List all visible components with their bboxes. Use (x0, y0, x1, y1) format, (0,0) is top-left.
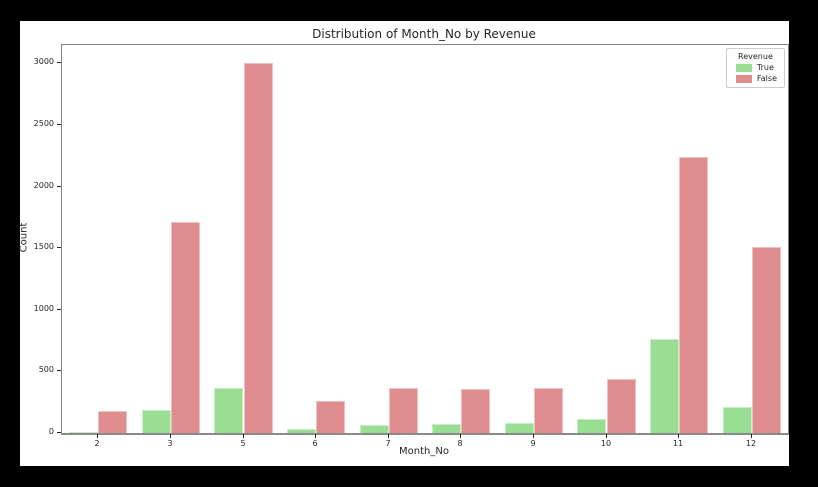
legend-entries: True False (734, 63, 777, 83)
x-tick-label-9: 9 (530, 439, 536, 448)
x-tick-mark-10 (606, 434, 607, 438)
legend: Revenue True False (725, 48, 785, 88)
x-tick-label-3: 3 (167, 439, 173, 448)
bar-month12-true (722, 407, 752, 433)
bar-month6-false (316, 401, 346, 433)
x-tick-mark-9 (533, 434, 534, 438)
x-tick-label-12: 12 (745, 439, 757, 448)
legend-label-false: False (756, 74, 777, 83)
x-tick-mark-8 (460, 434, 461, 438)
chart-title: Distribution of Month_No by Revenue (312, 27, 536, 41)
bar-month9-false (533, 388, 563, 433)
x-tick-label-2: 2 (94, 439, 100, 448)
y-tick-label-500: 500 (38, 365, 54, 374)
x-tick-label-11: 11 (672, 439, 684, 448)
bar-month11-false (679, 157, 709, 433)
bar-month6-true (287, 429, 317, 433)
x-tick-mark-12 (751, 434, 752, 438)
legend-entry-false: False (734, 74, 777, 83)
y-tick-label-1500: 1500 (33, 242, 54, 251)
x-tick-mark-11 (678, 434, 679, 438)
plot-area: Revenue True False (61, 44, 789, 435)
y-tick-mark-2000 (57, 186, 61, 187)
x-tick-mark-7 (388, 434, 389, 438)
y-tick-label-3000: 3000 (33, 57, 54, 66)
legend-entry-true: True (734, 63, 777, 72)
bar-month2-true (69, 432, 99, 433)
legend-title: Revenue (738, 52, 773, 61)
legend-label-true: True (756, 63, 774, 72)
x-tick-mark-6 (315, 434, 316, 438)
legend-swatch-true (735, 63, 752, 72)
y-tick-mark-500 (57, 370, 61, 371)
y-tick-mark-3000 (57, 62, 61, 63)
bar-month3-false (170, 222, 200, 433)
y-tick-mark-2500 (57, 124, 61, 125)
x-axis-label: Month_No (399, 446, 449, 457)
x-tick-mark-2 (97, 434, 98, 438)
x-tick-mark-5 (243, 434, 244, 438)
bar-month5-false (243, 63, 273, 433)
bar-month12-false (751, 247, 781, 433)
bar-month2-false (98, 411, 128, 433)
bar-month7-true (359, 425, 389, 433)
legend-swatch-false (735, 74, 752, 83)
x-tick-label-10: 10 (600, 439, 612, 448)
y-tick-label-0: 0 (48, 427, 54, 436)
bar-month5-true (214, 388, 244, 433)
x-tick-label-5: 5 (240, 439, 246, 448)
bar-month3-true (141, 410, 171, 433)
y-tick-mark-1500 (57, 247, 61, 248)
bar-month8-true (432, 424, 462, 433)
figure: Distribution of Month_No by Revenue Coun… (19, 21, 789, 466)
y-tick-mark-0 (57, 432, 61, 433)
y-tick-mark-1000 (57, 309, 61, 310)
bar-month9-true (504, 423, 534, 433)
bar-month11-true (650, 339, 680, 433)
bar-month8-false (461, 389, 491, 433)
bar-month10-false (606, 379, 636, 433)
y-tick-label-2000: 2000 (33, 181, 54, 190)
y-tick-label-1000: 1000 (33, 304, 54, 313)
bar-month7-false (388, 388, 418, 433)
x-tick-label-8: 8 (457, 439, 463, 448)
x-tick-label-7: 7 (385, 439, 391, 448)
x-tick-label-6: 6 (312, 439, 318, 448)
x-tick-mark-3 (170, 434, 171, 438)
bar-month10-true (577, 419, 607, 433)
y-tick-label-2500: 2500 (33, 119, 54, 128)
